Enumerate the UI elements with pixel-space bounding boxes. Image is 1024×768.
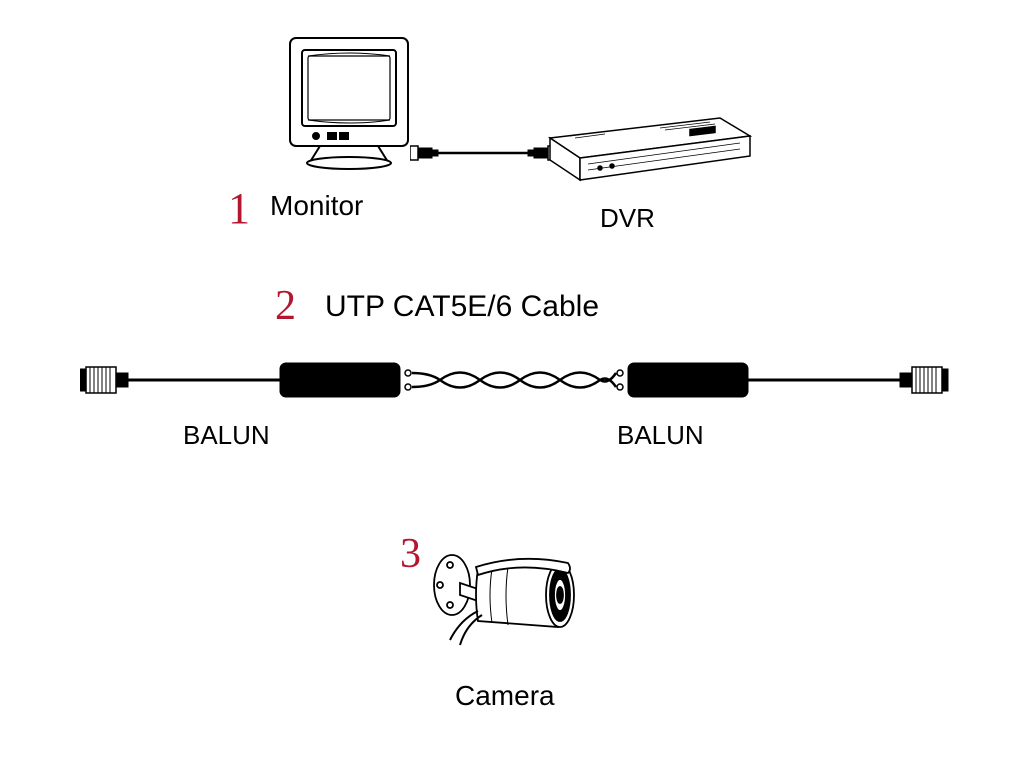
wiring-diagram: 1 Monitor DVR 2 UTP CAT5E/6 Cable xyxy=(0,0,1024,768)
step-number-1: 1 xyxy=(228,183,250,234)
dvr-label: DVR xyxy=(600,203,655,234)
monitor-icon xyxy=(280,28,420,178)
dvr-icon xyxy=(540,108,760,188)
section-3: 3 xyxy=(0,510,1024,730)
balun-cable-icon xyxy=(80,345,950,415)
hdmi-cable-icon xyxy=(410,138,560,168)
balun-left-label: BALUN xyxy=(183,420,270,451)
camera-icon xyxy=(430,545,610,655)
section-2: 2 UTP CAT5E/6 Cable xyxy=(0,290,1024,490)
step-number-3: 3 xyxy=(400,530,421,578)
monitor-label: Monitor xyxy=(270,190,363,222)
cable-label: UTP CAT5E/6 Cable xyxy=(325,290,599,324)
section-1: 1 Monitor DVR xyxy=(0,28,1024,228)
balun-right-label: BALUN xyxy=(617,420,704,451)
step-number-2: 2 xyxy=(275,282,296,330)
camera-label: Camera xyxy=(455,680,555,712)
